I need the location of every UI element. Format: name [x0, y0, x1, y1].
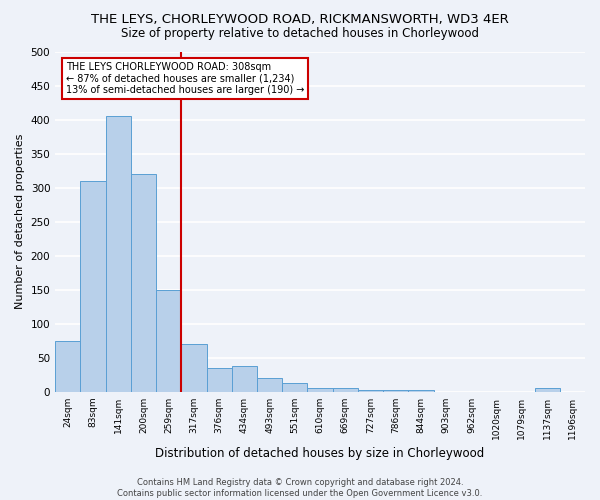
Bar	[131, 174, 156, 392]
Bar	[282, 383, 307, 392]
Text: THE LEYS CHORLEYWOOD ROAD: 308sqm
← 87% of detached houses are smaller (1,234)
1: THE LEYS CHORLEYWOOD ROAD: 308sqm ← 87% …	[66, 62, 304, 95]
Bar	[535, 388, 560, 392]
Bar	[307, 388, 332, 392]
Bar	[232, 366, 257, 392]
Bar	[106, 116, 131, 392]
X-axis label: Distribution of detached houses by size in Chorleywood: Distribution of detached houses by size …	[155, 447, 485, 460]
Bar	[55, 340, 80, 392]
Text: THE LEYS, CHORLEYWOOD ROAD, RICKMANSWORTH, WD3 4ER: THE LEYS, CHORLEYWOOD ROAD, RICKMANSWORT…	[91, 12, 509, 26]
Bar	[181, 344, 206, 392]
Text: Contains HM Land Registry data © Crown copyright and database right 2024.
Contai: Contains HM Land Registry data © Crown c…	[118, 478, 482, 498]
Bar	[80, 181, 106, 392]
Y-axis label: Number of detached properties: Number of detached properties	[15, 134, 25, 310]
Bar	[409, 390, 434, 392]
Bar	[332, 388, 358, 392]
Bar	[206, 368, 232, 392]
Bar	[257, 378, 282, 392]
Text: Size of property relative to detached houses in Chorleywood: Size of property relative to detached ho…	[121, 28, 479, 40]
Bar	[358, 390, 383, 392]
Bar	[156, 290, 181, 392]
Bar	[383, 390, 409, 392]
